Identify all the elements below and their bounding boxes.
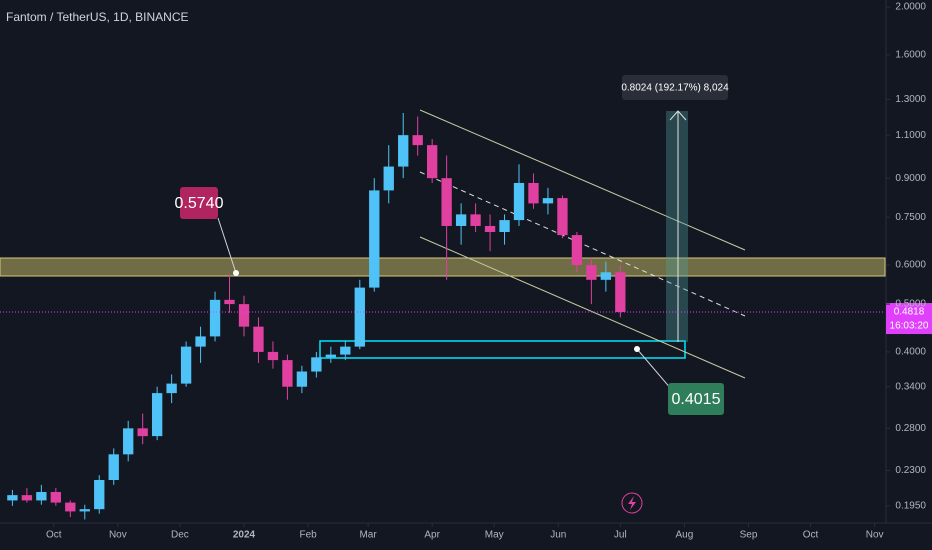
y-tick-label: 0.1950 (895, 500, 926, 511)
y-tick-label: 1.3000 (895, 94, 926, 105)
candle-body (484, 225, 496, 233)
candle-body (94, 480, 105, 510)
candle-body (108, 454, 119, 481)
x-tick-label: 2024 (233, 530, 256, 541)
measure-arrowhead (669, 110, 687, 121)
candle-body (398, 135, 409, 167)
candle-body (50, 492, 61, 503)
x-tick-label: Mar (359, 530, 377, 541)
x-tick-label: Feb (299, 530, 317, 541)
candle-body (180, 346, 192, 384)
candle-body (441, 178, 452, 226)
candle-body (296, 371, 308, 387)
candle-body (528, 182, 539, 204)
y-tick-label: 0.3400 (895, 381, 926, 392)
event-icon[interactable] (621, 492, 643, 514)
candle-body (209, 299, 221, 337)
candle-body (137, 428, 148, 437)
candle-body (151, 393, 163, 437)
countdown-label: 16:03:20 (890, 321, 929, 332)
candle-body (238, 304, 250, 327)
candle-body (426, 145, 438, 179)
candle-body (412, 135, 423, 146)
candle-body (123, 428, 134, 455)
channel-lower (419, 236, 746, 379)
candle-body (369, 190, 380, 288)
candle-body (571, 235, 583, 266)
candle-body (499, 220, 510, 233)
candle-body (542, 198, 554, 204)
candle-body (79, 509, 90, 512)
y-tick-label: 0.9000 (895, 173, 926, 184)
candle-body (224, 299, 235, 305)
y-tick-label: 0.4000 (895, 347, 926, 358)
y-tick-label: 0.7500 (895, 212, 926, 223)
x-tick-label: Apr (424, 530, 440, 541)
candle-body (513, 182, 525, 221)
candle-body (615, 272, 626, 313)
callout-dot (233, 270, 239, 276)
candle-body (7, 495, 18, 501)
candle-body (282, 360, 293, 387)
callout-line (636, 348, 673, 391)
annotation-box (180, 187, 218, 219)
candle-body (455, 214, 467, 226)
x-tick-label: Sep (740, 530, 758, 541)
x-tick-label: Aug (676, 530, 694, 541)
x-tick-label: Jun (550, 530, 566, 541)
annotation-box (668, 383, 724, 415)
candle-body (311, 357, 322, 372)
y-tick-label: 1.1000 (895, 130, 926, 141)
event-icon-bolt (628, 496, 636, 510)
x-tick-label: Dec (171, 530, 189, 541)
x-tick-label: Nov (866, 530, 884, 541)
y-tick-label: 1.6000 (895, 50, 926, 61)
candle-body (65, 502, 76, 512)
candle-body (383, 166, 394, 191)
candle-body (267, 351, 279, 361)
last-price-label: 0.4818 (894, 307, 925, 318)
x-tick-label: May (485, 530, 504, 541)
callout-dot (634, 346, 640, 352)
y-tick-label: 0.2300 (895, 465, 926, 476)
x-tick-label: Jul (614, 530, 627, 541)
resistance-zone (0, 257, 886, 277)
candle-body (586, 265, 597, 280)
candle-body (21, 495, 33, 501)
annotation-label: 0.4015 (672, 391, 721, 408)
support-box (319, 340, 686, 359)
last-price-box (886, 303, 932, 335)
candle-body (600, 272, 612, 280)
y-tick-label: 0.6000 (895, 260, 926, 271)
candle-body (557, 198, 568, 236)
candle-body (195, 336, 206, 347)
measure-label-box (622, 75, 728, 100)
y-tick-label: 2.0000 (895, 2, 926, 13)
measure-label: 0.8024 (192.17%) 8,024 (621, 83, 729, 94)
candle-body (354, 287, 365, 347)
x-tick-label: Nov (109, 530, 127, 541)
candle-body (36, 492, 47, 501)
y-tick-label: 0.5000 (895, 299, 926, 310)
x-tick-label: Oct (803, 530, 819, 541)
chart-title: Fantom / TetherUS, 1D, BINANCE (6, 10, 189, 24)
annotation-label: 0.5740 (175, 195, 224, 212)
candle-body (253, 326, 264, 352)
x-tick-label: Oct (46, 530, 62, 541)
candle-body (166, 383, 177, 394)
measure-area (666, 111, 688, 342)
candle-body (325, 354, 337, 358)
candle-body (340, 346, 351, 355)
y-tick-label: 0.2800 (895, 423, 926, 434)
callout-line (217, 217, 237, 274)
channel-upper (419, 109, 746, 251)
candle-body (470, 214, 481, 226)
